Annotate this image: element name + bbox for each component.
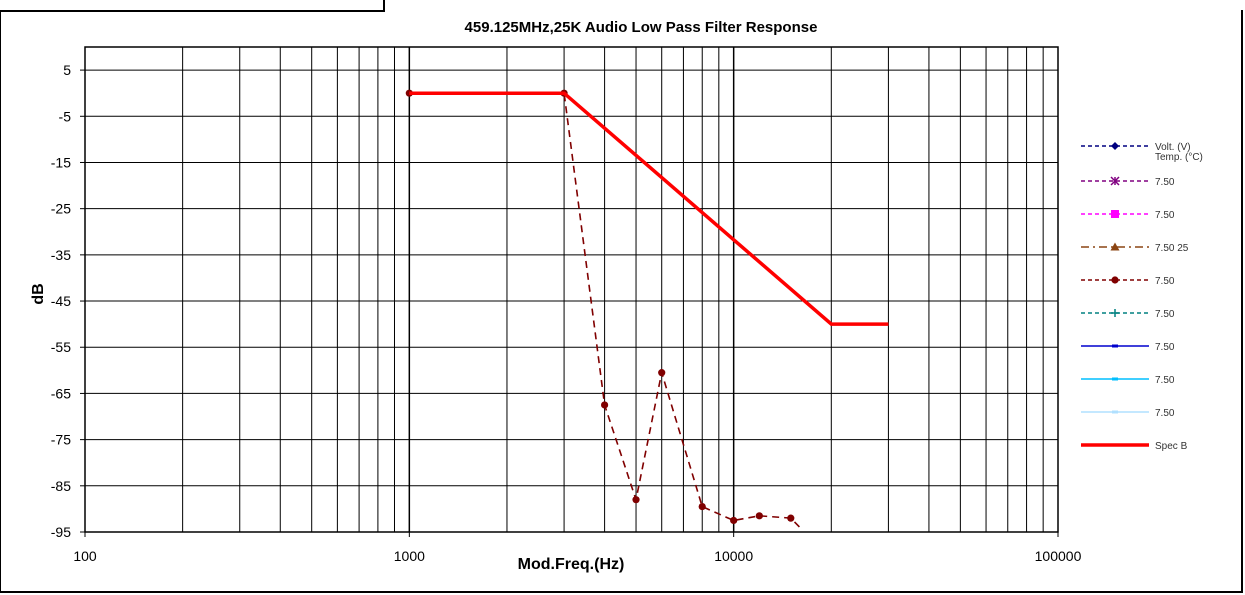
y-axis-label: dB [30,283,47,304]
legend-label: 7.50 25 [1155,243,1189,254]
y-tick-label: -35 [51,247,71,263]
y-tick-label: -15 [51,154,71,170]
legend-marker [1111,276,1119,284]
legend-marker [1111,309,1119,317]
legend-label: Spec B [1155,441,1188,452]
legend-marker [1112,344,1118,348]
x-tick-label: 1000 [394,548,425,564]
data-point [787,514,795,522]
legend-marker [1112,410,1118,414]
legend-label: Temp. (°C) [1155,152,1203,163]
chart-title: 459.125MHz,25K Audio Low Pass Filter Res… [465,19,818,36]
gridlines [84,46,1059,533]
y-tick-label: -5 [59,108,72,124]
data-point [632,496,640,504]
data-point [698,502,706,511]
y-tick-label: -25 [51,201,71,217]
legend-marker [1111,210,1119,218]
y-tick-label: -45 [51,293,71,309]
y-tick-label: -75 [51,432,71,448]
data-point [601,401,609,409]
data-point [658,369,666,377]
legend-label: 7.50 [1155,309,1175,320]
legend-marker [1110,242,1120,251]
legend-label: 7.50 [1155,210,1175,221]
chart-area: 459.125MHz,25K Audio Low Pass Filter Res… [0,10,1243,593]
legend-label: 7.50 [1155,177,1175,188]
y-tick-label: -85 [51,478,71,494]
legend-label: 7.50 [1155,375,1175,386]
data-point [755,512,763,520]
plot-border [84,46,1059,533]
x-axis-label: Mod.Freq.(Hz) [518,556,625,573]
legend-label: 7.50 [1155,342,1175,353]
legend-label: Volt. (V) [1155,142,1191,153]
x-tick-label: 100 [73,548,97,564]
data-point [730,516,738,525]
x-tick-label: 100000 [1035,548,1082,564]
series-line [409,92,801,528]
legend: Volt. (V)Temp. (°C) 7.50 7.50 7.50 25 7.50 7.… [1081,142,1203,452]
y-tick-label: -65 [51,385,71,401]
legend-marker [1112,377,1118,381]
series-group [405,89,889,528]
x-tick-label: 10000 [714,548,753,564]
legend-marker [1110,176,1120,186]
sheet-tab-area [0,0,385,12]
y-tick-label: -55 [51,339,71,355]
chart-svg: 459.125MHz,25K Audio Low Pass Filter Res… [30,19,1203,573]
y-tick-label: -95 [51,524,71,540]
legend-label: 7.50 [1155,276,1175,287]
legend-label: 7.50 [1155,408,1175,419]
spec-b-line [409,91,889,326]
legend-marker [1111,142,1119,150]
y-tick-label: 5 [63,62,71,78]
